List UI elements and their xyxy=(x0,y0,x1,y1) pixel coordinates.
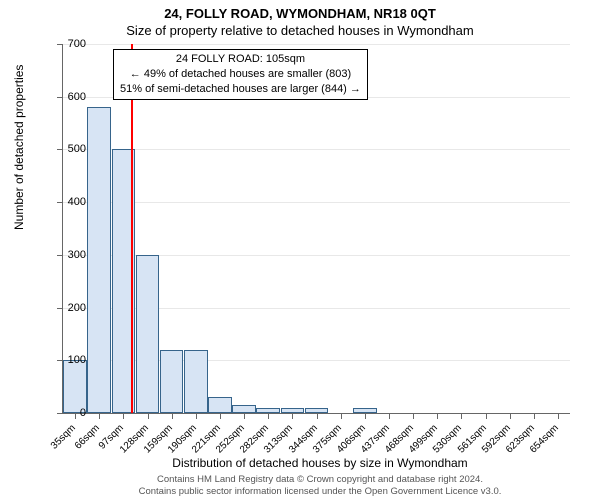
xtick xyxy=(389,413,390,419)
xtick xyxy=(244,413,245,419)
gridline xyxy=(63,202,570,203)
bar xyxy=(87,107,111,413)
annotation-line2: ← 49% of detached houses are smaller (80… xyxy=(120,67,361,82)
xtick xyxy=(437,413,438,419)
title-sub: Size of property relative to detached ho… xyxy=(0,21,600,38)
footer-attribution: Contains HM Land Registry data © Crown c… xyxy=(0,474,600,498)
gridline xyxy=(63,44,570,45)
xtick xyxy=(534,413,535,419)
xtick xyxy=(220,413,221,419)
xtick xyxy=(558,413,559,419)
xtick xyxy=(292,413,293,419)
xtick xyxy=(365,413,366,419)
ytick-label: 500 xyxy=(46,143,86,155)
xtick xyxy=(317,413,318,419)
annotation-box: 24 FOLLY ROAD: 105sqm← 49% of detached h… xyxy=(113,49,368,100)
bar xyxy=(232,405,256,413)
xtick xyxy=(268,413,269,419)
xtick xyxy=(123,413,124,419)
xtick xyxy=(196,413,197,419)
ytick-label: 0 xyxy=(46,407,86,419)
ytick-label: 100 xyxy=(46,354,86,366)
chart-area: 24 FOLLY ROAD: 105sqm← 49% of detached h… xyxy=(62,44,570,414)
ytick-label: 600 xyxy=(46,91,86,103)
bar xyxy=(184,350,208,413)
bar xyxy=(136,255,160,413)
xtick xyxy=(461,413,462,419)
annotation-line3: 51% of semi-detached houses are larger (… xyxy=(120,82,361,97)
xtick xyxy=(510,413,511,419)
bar xyxy=(63,360,87,413)
xtick xyxy=(148,413,149,419)
title-main: 24, FOLLY ROAD, WYMONDHAM, NR18 0QT xyxy=(0,0,600,21)
ytick-label: 700 xyxy=(46,38,86,50)
bar xyxy=(208,397,232,413)
xtick xyxy=(172,413,173,419)
gridline xyxy=(63,149,570,150)
xaxis-title: Distribution of detached houses by size … xyxy=(0,456,600,470)
ytick-label: 300 xyxy=(46,249,86,261)
footer-line1: Contains HM Land Registry data © Crown c… xyxy=(40,474,600,486)
xtick xyxy=(486,413,487,419)
ytick-label: 400 xyxy=(46,196,86,208)
footer-line2: Contains public sector information licen… xyxy=(40,486,600,498)
annotation-line1: 24 FOLLY ROAD: 105sqm xyxy=(120,52,361,67)
xtick xyxy=(341,413,342,419)
xtick xyxy=(413,413,414,419)
bar xyxy=(160,350,184,413)
yaxis-title: Number of detached properties xyxy=(12,65,26,230)
xtick xyxy=(99,413,100,419)
ytick-label: 200 xyxy=(46,302,86,314)
